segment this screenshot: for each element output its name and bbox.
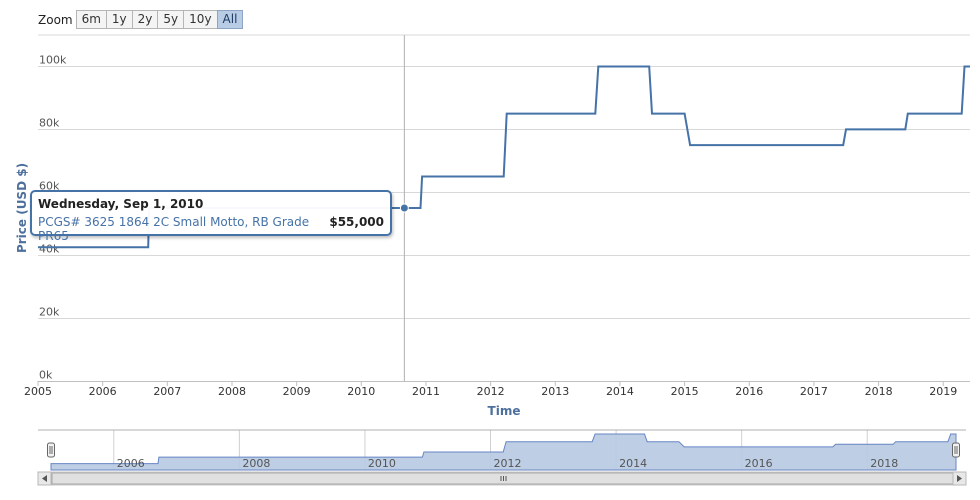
y-axis: 0k 20k 40k 60k 80k 100k	[39, 54, 67, 382]
navigator-left-handle[interactable]	[47, 442, 55, 458]
zoom-10y-button[interactable]: 10y	[183, 10, 218, 29]
navigator-tick-label: 2016	[745, 457, 773, 470]
x-axis: 2005 2006 2007 2008 2009 2010 2011 2012 2013 2014…	[24, 381, 957, 398]
navigator-tick-label: 2010	[368, 457, 396, 470]
x-tick-label: 2011	[412, 385, 440, 398]
y-tick-label: 100k	[39, 54, 67, 67]
range-selector: Zoom 6m 1y 2y 5y 10y All	[38, 10, 244, 29]
x-tick-label: 2007	[153, 385, 181, 398]
tooltip: Wednesday, Sep 1, 2010 PCGS# 3625 1864 2…	[30, 190, 392, 243]
navigator-tick-label: 2012	[494, 457, 522, 470]
tooltip-value: $55,000	[329, 215, 384, 229]
price-series-line[interactable]	[38, 65, 970, 249]
x-tick-label: 2018	[865, 385, 893, 398]
x-tick-label: 2006	[89, 385, 117, 398]
x-tick-label: 2005	[24, 385, 52, 398]
navigator: 2006 2008 2010 2012 2014 2016 2018	[37, 429, 967, 486]
arrow-right-icon	[957, 475, 962, 482]
x-tick-label: 2015	[671, 385, 699, 398]
x-tick-label: 2013	[541, 385, 569, 398]
grid-lines	[38, 34, 970, 382]
y-tick-label: 80k	[39, 117, 60, 130]
highlight-point-marker[interactable]	[399, 203, 409, 213]
x-tick-label: 2008	[218, 385, 246, 398]
y-tick-label: 60k	[39, 180, 60, 193]
x-tick-label: 2014	[606, 385, 634, 398]
zoom-6m-button[interactable]: 6m	[75, 10, 107, 29]
zoom-5y-button[interactable]: 5y	[157, 10, 185, 29]
x-tick-label: 2012	[477, 385, 505, 398]
y-tick-label: 40k	[39, 243, 60, 256]
arrow-left-icon	[42, 475, 47, 482]
zoom-label: Zoom	[38, 12, 73, 27]
x-tick-label: 2016	[735, 385, 763, 398]
navigator-tick-label: 2006	[117, 457, 145, 470]
x-axis-title: Time	[488, 404, 521, 418]
navigator-tick-label: 2018	[870, 457, 898, 470]
navigator-tick-label: 2008	[242, 457, 270, 470]
tooltip-date: Wednesday, Sep 1, 2010	[38, 197, 204, 211]
main-series	[38, 65, 970, 249]
x-tick-label: 2019	[929, 385, 957, 398]
y-axis-title: Price (USD $)	[15, 163, 29, 253]
x-tick-label: 2009	[283, 385, 311, 398]
x-tick-label: 2010	[347, 385, 375, 398]
tooltip-series-name: PCGS# 3625 1864 2C Small Motto, RB Grade…	[38, 215, 310, 243]
navigator-tick-label: 2014	[619, 457, 647, 470]
zoom-2y-button[interactable]: 2y	[131, 10, 159, 29]
navigator-series-area	[50, 433, 957, 471]
y-tick-label: 0k	[39, 369, 53, 382]
navigator-right-handle[interactable]	[952, 442, 960, 458]
x-tick-label: 2017	[800, 385, 828, 398]
zoom-all-button[interactable]: All	[216, 10, 244, 29]
y-tick-label: 20k	[39, 306, 60, 319]
